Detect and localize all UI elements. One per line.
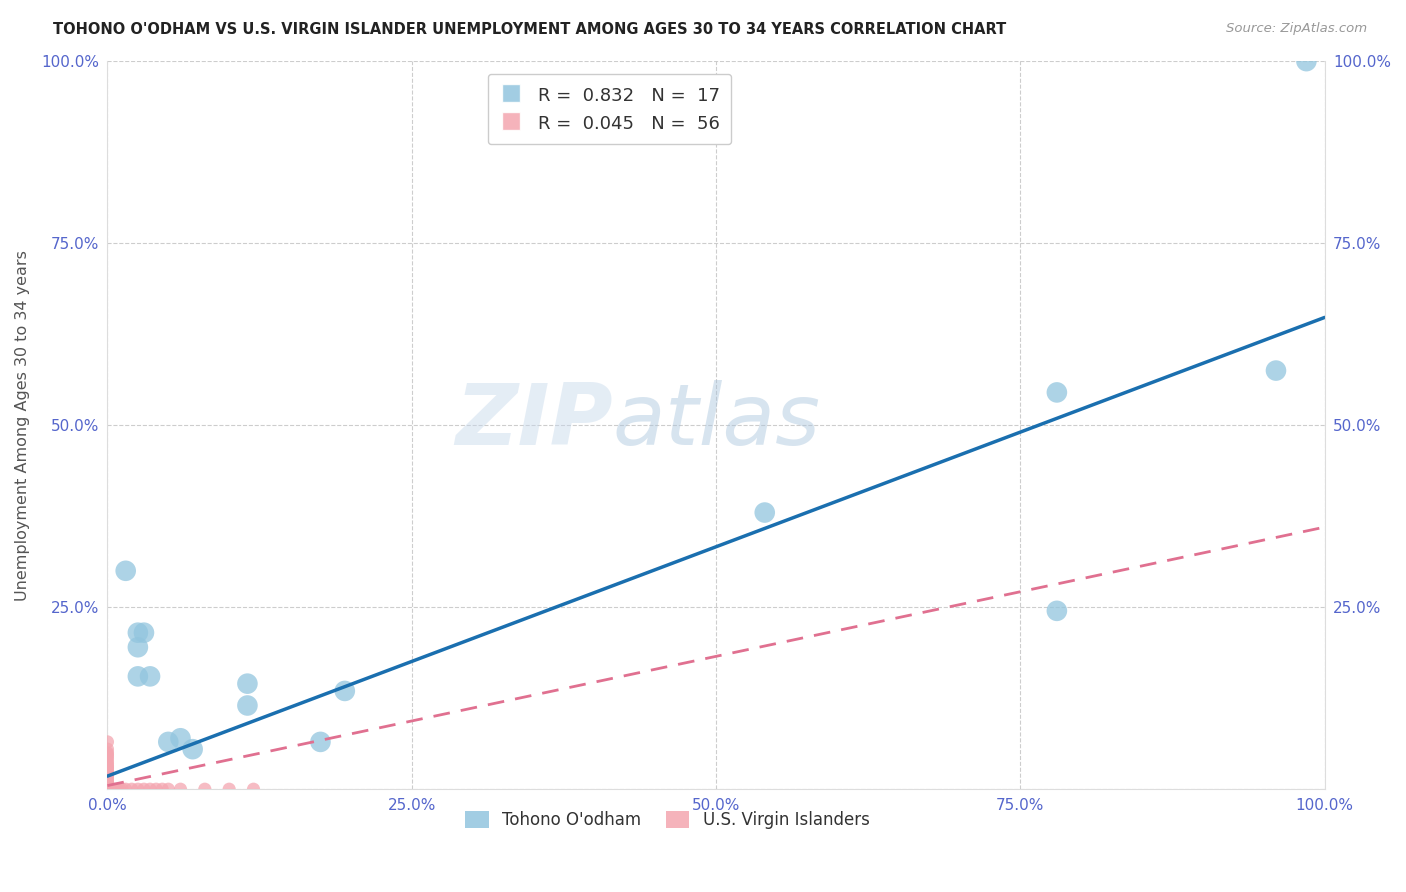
Point <box>96 735 118 749</box>
Point <box>1295 54 1317 69</box>
Point <box>96 756 118 771</box>
Point <box>96 751 118 765</box>
Point <box>96 779 118 793</box>
Point <box>96 778 118 792</box>
Point <box>96 755 118 769</box>
Point <box>96 782 118 797</box>
Point <box>96 762 118 776</box>
Point <box>96 759 118 773</box>
Point <box>157 735 180 749</box>
Point <box>96 772 118 786</box>
Point <box>127 625 149 640</box>
Point <box>114 782 136 797</box>
Text: Source: ZipAtlas.com: Source: ZipAtlas.com <box>1226 22 1367 36</box>
Point <box>1046 604 1069 618</box>
Point <box>236 676 259 690</box>
Point <box>139 669 162 683</box>
Point <box>96 781 118 796</box>
Point <box>114 564 136 578</box>
Point <box>96 766 118 780</box>
Point <box>96 780 118 794</box>
Point <box>236 698 259 713</box>
Point <box>96 782 118 797</box>
Point <box>127 640 149 655</box>
Point <box>108 782 131 797</box>
Point <box>96 782 118 797</box>
Point <box>96 749 118 764</box>
Point <box>96 767 118 781</box>
Point <box>105 782 128 797</box>
Point <box>127 669 149 683</box>
Point <box>96 782 118 797</box>
Point <box>754 506 776 520</box>
Point <box>96 747 118 762</box>
Point <box>96 782 118 797</box>
Point <box>121 782 143 797</box>
Point <box>150 782 173 797</box>
Point <box>242 782 264 797</box>
Point <box>96 746 118 760</box>
Point <box>169 782 191 797</box>
Text: TOHONO O'ODHAM VS U.S. VIRGIN ISLANDER UNEMPLOYMENT AMONG AGES 30 TO 34 YEARS CO: TOHONO O'ODHAM VS U.S. VIRGIN ISLANDER U… <box>53 22 1007 37</box>
Point <box>96 742 118 756</box>
Point <box>96 782 118 797</box>
Point <box>96 760 118 774</box>
Point <box>132 625 155 640</box>
Point <box>96 769 118 783</box>
Point <box>96 775 118 789</box>
Point <box>96 782 118 797</box>
Point <box>96 782 118 797</box>
Point <box>1265 363 1288 377</box>
Point <box>96 782 118 797</box>
Point <box>96 782 118 797</box>
Point <box>96 782 118 797</box>
Point <box>181 742 204 756</box>
Y-axis label: Unemployment Among Ages 30 to 34 years: Unemployment Among Ages 30 to 34 years <box>15 250 30 600</box>
Point <box>127 782 149 797</box>
Point <box>309 735 332 749</box>
Point <box>96 776 118 790</box>
Point <box>96 780 118 795</box>
Point <box>157 782 180 797</box>
Text: ZIP: ZIP <box>456 380 613 463</box>
Point <box>96 782 118 797</box>
Point <box>139 782 162 797</box>
Point <box>96 764 118 778</box>
Point <box>96 782 118 797</box>
Point <box>333 684 356 698</box>
Point <box>103 782 125 797</box>
Point <box>111 782 134 797</box>
Legend: Tohono O'odham, U.S. Virgin Islanders: Tohono O'odham, U.S. Virgin Islanders <box>458 804 876 836</box>
Point <box>96 782 118 797</box>
Text: atlas: atlas <box>613 380 821 463</box>
Point <box>132 782 155 797</box>
Point <box>1046 385 1069 400</box>
Point <box>96 773 118 788</box>
Point <box>194 782 217 797</box>
Point <box>218 782 240 797</box>
Point <box>96 782 118 797</box>
Point <box>169 731 191 746</box>
Point <box>96 782 118 797</box>
Point <box>145 782 167 797</box>
